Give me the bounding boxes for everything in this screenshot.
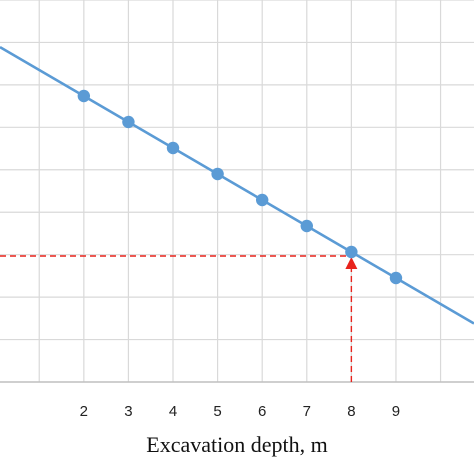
data-point: [122, 115, 135, 129]
x-tick-label: 4: [169, 403, 177, 420]
x-tick-label: 5: [213, 403, 221, 420]
x-tick-label: 7: [303, 403, 311, 420]
annotation-guide: [0, 255, 358, 382]
x-tick-label: 8: [347, 403, 355, 420]
data-point: [255, 193, 269, 207]
series-line: [0, 45, 474, 325]
grid-lines: [0, 0, 474, 382]
x-tick-label: 2: [80, 403, 88, 420]
x-axis-title: Excavation depth, m: [146, 432, 327, 457]
annotation-arrowhead: [345, 257, 358, 269]
data-point: [300, 219, 313, 233]
series-layer: [0, 45, 474, 325]
x-tick-label: 6: [258, 403, 266, 420]
data-point: [345, 245, 358, 259]
data-point: [389, 271, 403, 285]
x-tick-labels: 2 3 4 5 6 7 8 9: [80, 403, 400, 420]
data-point: [166, 141, 180, 155]
x-tick-label: 3: [124, 403, 132, 420]
data-point: [211, 167, 224, 181]
data-point: [77, 89, 91, 103]
x-tick-label: 9: [392, 403, 400, 420]
